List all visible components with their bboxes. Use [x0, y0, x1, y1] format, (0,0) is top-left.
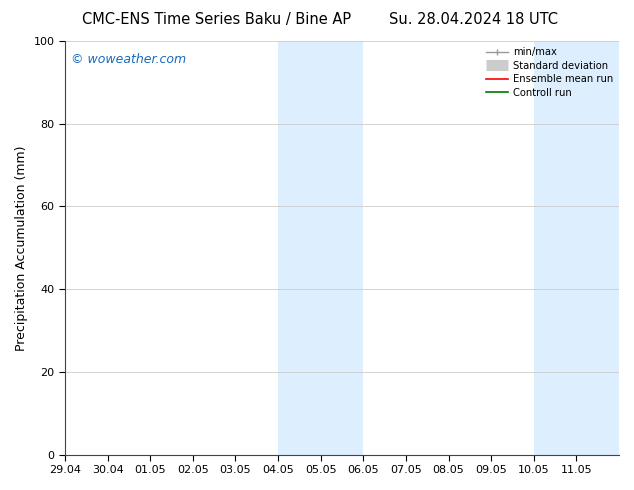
Text: © woweather.com: © woweather.com — [70, 53, 186, 67]
Legend: min/max, Standard deviation, Ensemble mean run, Controll run: min/max, Standard deviation, Ensemble me… — [482, 43, 617, 101]
Bar — [534, 41, 619, 455]
Text: CMC-ENS Time Series Baku / Bine AP: CMC-ENS Time Series Baku / Bine AP — [82, 12, 351, 27]
Text: Su. 28.04.2024 18 UTC: Su. 28.04.2024 18 UTC — [389, 12, 558, 27]
Bar — [278, 41, 363, 455]
Y-axis label: Precipitation Accumulation (mm): Precipitation Accumulation (mm) — [15, 145, 28, 350]
